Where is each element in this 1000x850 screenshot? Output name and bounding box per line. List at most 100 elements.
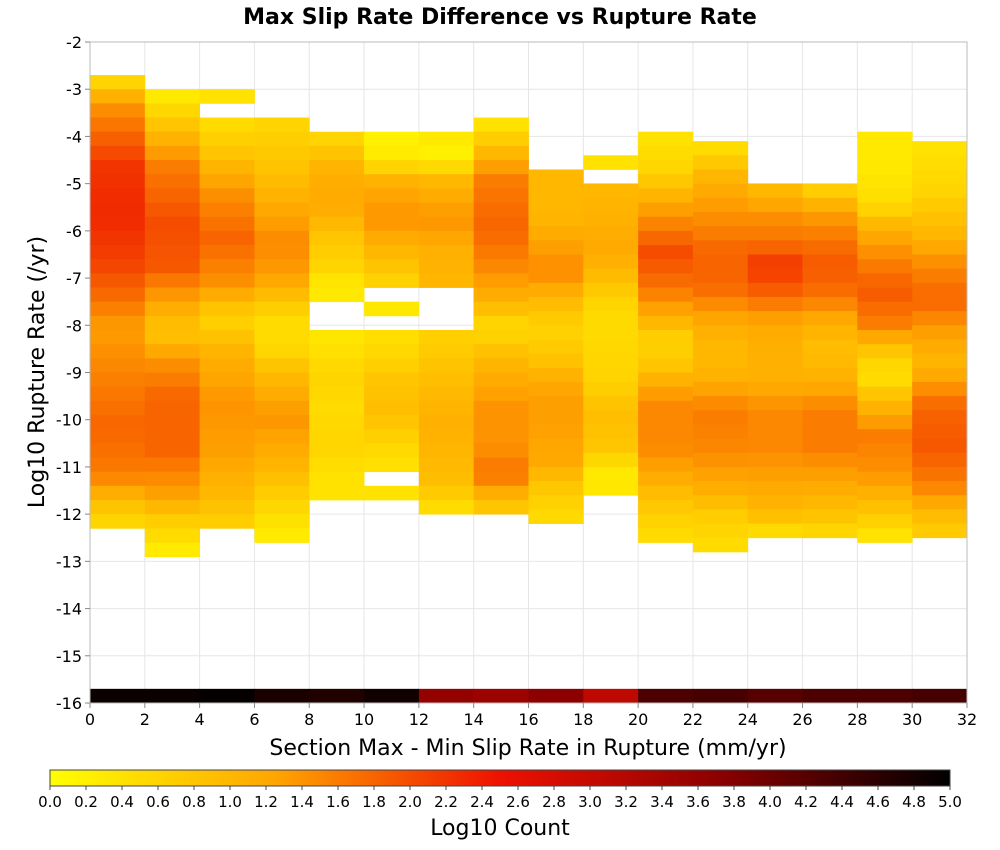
heatmap-cell [692,509,749,524]
heatmap-cell [90,471,146,487]
heatmap-cell [528,325,584,340]
heatmap-cell [857,386,913,402]
heatmap-cell [418,429,475,444]
heatmap-cell [857,344,913,359]
heatmap-cell [309,457,365,473]
heatmap-cell [857,358,913,373]
heatmap-cell [638,245,694,260]
heatmap-cell [90,429,146,444]
heatmap-cell [638,287,694,303]
y-tick-label: -10 [56,411,82,430]
heatmap-cell [144,315,201,331]
colorbar-tick-label: 3.0 [578,793,602,811]
heatmap-cell [857,259,913,274]
heatmap-cell [144,457,201,473]
heatmap-cell [144,514,201,529]
heatmap-cell [309,230,365,246]
heatmap-cell [364,259,420,274]
heatmap-cell [692,523,749,539]
heatmap-cell [802,367,858,383]
colorbar-label: Log10 Count [430,816,570,841]
colorbar-tick-label: 5.0 [938,793,962,811]
heatmap-cell [802,197,858,213]
heatmap-cell [638,230,694,246]
heatmap-cell [199,414,255,430]
x-tick-label: 16 [518,710,538,729]
heatmap-cell [473,230,529,246]
heatmap-cell [144,117,201,133]
heatmap-cell [638,485,694,501]
heatmap-cell [90,174,146,189]
heatmap-cell [309,358,365,373]
heatmap-cell [364,414,420,430]
x-tick-label: 28 [847,710,867,729]
heatmap-cell [583,282,639,298]
heatmap-cell [254,230,310,246]
heatmap-cell [747,367,803,383]
heatmap-cell [473,259,529,274]
heatmap-cell [418,471,475,487]
heatmap-cell [418,499,475,515]
heatmap-cell [912,424,968,439]
heatmap-cell [802,183,858,199]
heatmap-cell [144,471,201,487]
heatmap-cell [144,287,201,303]
heatmap-cell [254,429,310,444]
heatmap-cell [199,485,255,501]
heatmap-cell [473,287,529,303]
heatmap-cell [747,438,803,454]
heatmap-cell [199,429,255,444]
heatmap-cell [254,414,310,430]
heatmap-cell [90,103,146,118]
heatmap-cell [528,481,584,496]
heatmap-cell [144,188,201,203]
heatmap-cell [802,381,858,397]
heatmap-cell [90,499,146,515]
heatmap-cell [254,202,310,218]
heatmap-cell [528,268,584,284]
heatmap-cell [528,211,584,227]
x-tick-label: 6 [249,710,259,729]
colorbar: 0.0 0.2 0.4 0.6 0.8 1.0 1.2 1.4 1.6 1.8 2.0 2.2 2.4 2… [38,769,962,841]
heatmap-cells [90,75,968,703]
heatmap-cell [638,400,694,416]
heatmap-cell [912,410,968,425]
heatmap-cell [309,400,365,416]
heatmap-cell [254,443,310,458]
heatmap-cell [912,688,968,703]
heatmap-cell [583,211,639,227]
y-tick-label: -7 [66,269,82,288]
heatmap-cell [90,259,146,274]
heatmap-cell [528,410,584,425]
heatmap-cell [747,688,803,703]
heatmap-cell [473,400,529,416]
heatmap-cell [473,414,529,430]
heatmap-cell [90,301,146,317]
colorbar-tick-label: 2.4 [470,793,494,811]
heatmap-cell [692,197,749,213]
heatmap-cell [199,202,255,218]
y-tick-label: -5 [66,175,82,194]
heatmap-cell [473,245,529,260]
heatmap-cell [857,273,913,288]
heatmap-cell [802,240,858,255]
heatmap-cell [583,466,639,482]
colorbar-tick-label: 4.2 [794,793,818,811]
heatmap-cell [747,466,803,482]
heatmap-cell [418,400,475,416]
heatmap-cell [747,523,803,539]
heatmap-cell [802,466,858,482]
heatmap-cell [473,202,529,218]
heatmap-cell [418,230,475,246]
heatmap-cell [912,169,968,185]
heatmap-cell [254,145,310,161]
heatmap-cell [528,311,584,326]
heatmap-cell [912,226,968,241]
colorbar-tick-label: 3.6 [686,793,710,811]
heatmap-cell [144,358,201,373]
x-tick-label: 10 [354,710,374,729]
heatmap-cell [364,301,420,317]
x-tick-label: 14 [464,710,484,729]
heatmap-cell [364,273,420,288]
